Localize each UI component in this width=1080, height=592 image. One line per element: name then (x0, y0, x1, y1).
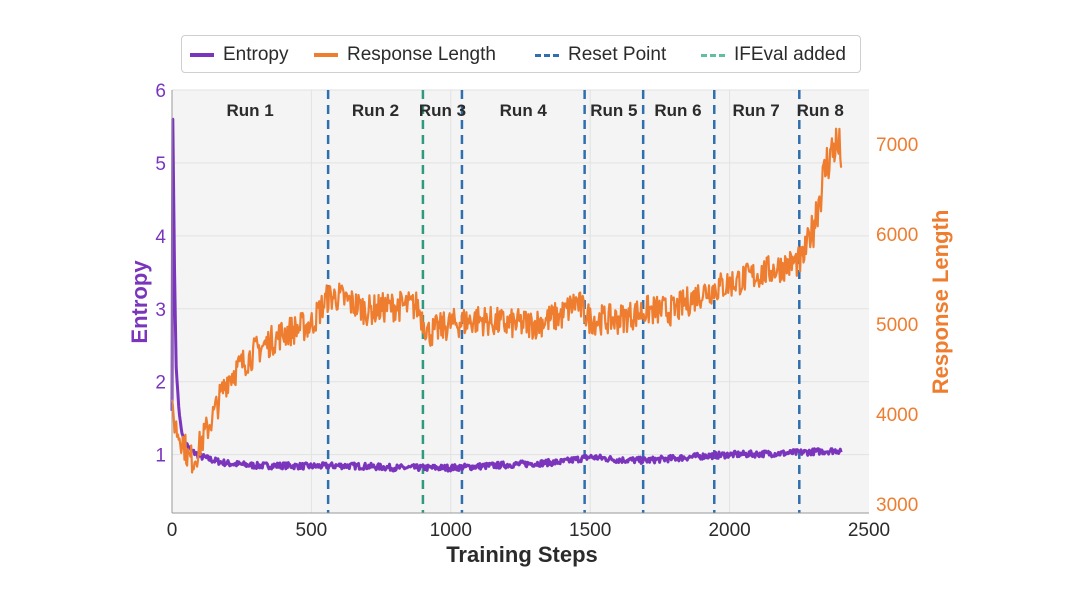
legend-swatch-ifeval-added (701, 53, 725, 57)
legend-label-response-length: Response Length (347, 44, 496, 65)
legend-swatch-response-length (314, 53, 338, 57)
run-label: Run 4 (500, 101, 548, 120)
series-line-response-length (170, 127, 843, 474)
x-tick-label: 500 (296, 520, 328, 541)
run-label: Run 5 (590, 101, 637, 120)
ticks: 0 500 1000 1500 2000 2500 1 2 3 4 5 6 3000 4000 5000 60… (155, 81, 918, 541)
run-label: Run 8 (797, 101, 844, 120)
run-labels: Run 1 Run 2 Run 3 Run 4 Run 5 Run 6 Run 7 Run 8 (226, 101, 843, 120)
y-axis-right-label: Response Length (928, 210, 953, 395)
series (170, 117, 843, 474)
x-tick-label: 1500 (569, 520, 611, 541)
y-axis-left-label: Entropy (127, 260, 152, 344)
y-right-tick-label: 5000 (876, 315, 918, 336)
legend-label-entropy: Entropy (223, 44, 289, 65)
x-tick-label: 1000 (430, 520, 472, 541)
x-tick-label: 2500 (848, 520, 890, 541)
legend-item-reset-point: Reset Point (535, 44, 666, 66)
y-left-tick-label: 5 (155, 154, 166, 175)
y-right-tick-label: 7000 (876, 135, 918, 156)
plot-background (172, 90, 869, 513)
legend-item-entropy: Entropy (190, 44, 288, 66)
series-line-entropy (170, 117, 843, 473)
run-label: Run 1 (226, 101, 273, 120)
legend-item-response-length: Response Length (314, 44, 496, 66)
y-right-tick-label: 6000 (876, 225, 918, 246)
run-label: Run 2 (352, 101, 399, 120)
run-label: Run 7 (732, 101, 779, 120)
grid (172, 89, 869, 513)
run-label: Run 3 (419, 101, 466, 120)
legend-label-ifeval-added: IFEval added (734, 44, 846, 65)
y-left-tick-label: 2 (155, 373, 166, 394)
y-left-tick-label: 6 (155, 81, 166, 102)
axes (171, 90, 869, 514)
legend-swatch-reset-point (535, 53, 559, 57)
y-left-tick-label: 4 (155, 227, 166, 248)
y-left-tick-label: 1 (155, 446, 166, 467)
x-tick-label: 0 (167, 520, 178, 541)
y-left-tick-label: 3 (155, 300, 166, 321)
y-right-tick-label: 4000 (876, 405, 918, 426)
run-label: Run 6 (654, 101, 701, 120)
legend-swatch-entropy (190, 53, 214, 57)
legend: Entropy Response Length Reset Point IFEv… (181, 35, 861, 73)
legend-item-ifeval-added: IFEval added (701, 44, 846, 66)
x-axis-label: Training Steps (446, 542, 598, 567)
x-tick-label: 2000 (708, 520, 750, 541)
y-right-tick-label: 3000 (876, 495, 918, 516)
legend-label-reset-point: Reset Point (568, 44, 667, 65)
